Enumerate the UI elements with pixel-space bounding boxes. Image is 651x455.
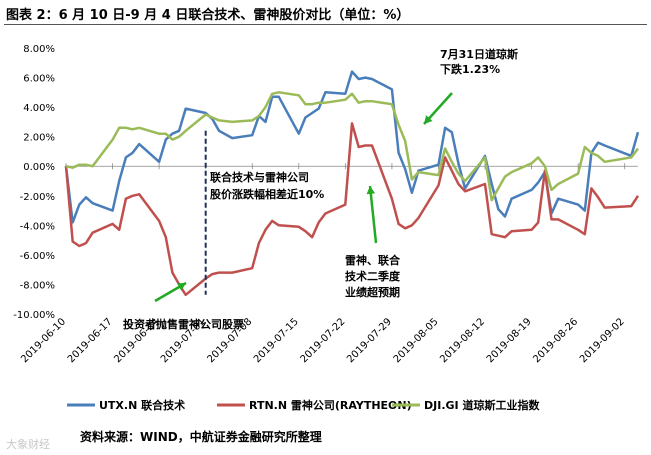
arrow-earnings-head: [366, 186, 376, 195]
y-tick-label: -8.00%: [20, 280, 55, 291]
chart-title: 图表 2：6 月 10 日-9 月 4 日联合技术、雷神股价对比（单位：%）: [6, 8, 410, 23]
x-tick-label: 2019-06-17: [66, 316, 115, 365]
series-line-2: [65, 91, 639, 202]
annotation-sell: 投资者抛售雷神公司股票: [123, 317, 244, 331]
x-tick-label: 2019-08-19: [485, 316, 534, 365]
series-line-1: [64, 122, 640, 297]
legend-label-2: DJI.GI 道琼斯工业指数: [424, 398, 540, 412]
y-tick-label: -4.00%: [20, 221, 55, 232]
x-tick-label: 2019-06-10: [19, 316, 68, 365]
x-tick-label: 2019-08-12: [438, 316, 487, 365]
x-tick-label: 2019-07-15: [252, 316, 301, 365]
y-tick-label: -2.00%: [20, 192, 55, 203]
annotation-dow-drop: 7月31日道琼斯下跌1.23%: [440, 47, 518, 76]
annotation-gap: 联合技术与雷神公司股价涨跌幅相差近10%: [210, 170, 324, 201]
arrow-earnings: [368, 185, 378, 244]
y-tick-label: 0.00%: [23, 162, 55, 173]
watermark: 大象财经: [6, 438, 50, 451]
x-tick-label: 2019-07-29: [345, 316, 394, 365]
y-tick-label: 8.00%: [23, 44, 55, 55]
arrow-sell-head: [177, 283, 186, 291]
series-line-0: [64, 70, 640, 224]
y-tick-label: 2.00%: [23, 133, 55, 144]
legend-label-1: RTN.N 雷神公司(RAYTHEON): [249, 398, 412, 412]
y-tick-label: 6.00%: [23, 74, 55, 85]
arrow-dow-drop-head: [424, 115, 433, 124]
x-tick-label: 2019-09-02: [578, 316, 627, 365]
x-tick-label: 2019-07-22: [299, 316, 348, 365]
y-tick-label: 4.00%: [23, 103, 55, 114]
y-tick-label: -6.00%: [20, 251, 55, 262]
y-tick-label: -10.00%: [13, 310, 55, 321]
annotation-earnings: 雷神、联合技术二季度业绩超预期: [345, 253, 401, 299]
legend-label-0: UTX.N 联合技术: [99, 398, 185, 412]
title-rule: [4, 24, 647, 25]
x-tick-label: 2019-08-05: [392, 316, 441, 365]
source-note: 资料来源：WIND，中航证券金融研究所整理: [80, 430, 322, 444]
x-tick-label: 2019-08-26: [531, 316, 580, 365]
